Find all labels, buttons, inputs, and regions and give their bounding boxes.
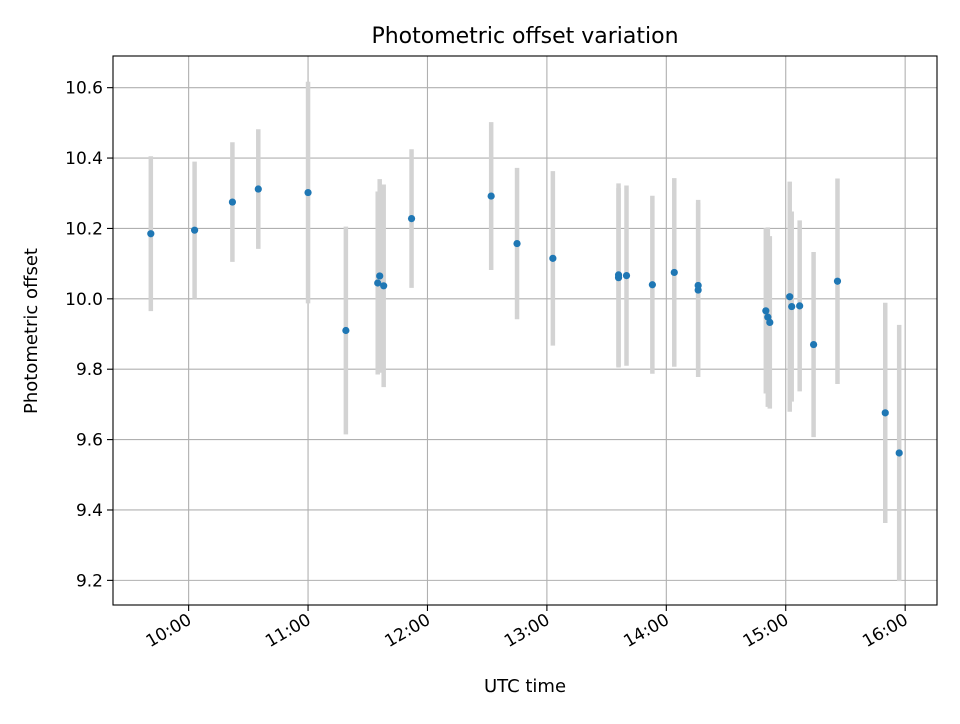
x-tick-label: 12:00	[382, 610, 434, 652]
data-point	[614, 274, 623, 282]
data-point	[833, 277, 842, 285]
data-point	[374, 279, 382, 287]
data-point	[513, 239, 521, 248]
axes-frame	[112, 55, 938, 606]
x-tick-label: 15:00	[740, 610, 792, 652]
data-point	[487, 192, 495, 200]
data-point	[762, 307, 770, 315]
y-axis-ticks: 9.2 9.4 9.6 9.8 10.0 10.2 10.4 10.6	[65, 79, 113, 591]
y-tick-label: 10.6	[65, 79, 103, 99]
x-tick-label: 14:00	[620, 610, 672, 652]
error-bars	[148, 81, 902, 582]
x-tick-label: 16:00	[859, 610, 911, 652]
y-tick-label: 9.4	[76, 501, 103, 521]
data-point	[304, 188, 312, 197]
data-point	[670, 268, 678, 277]
data-points	[147, 185, 903, 457]
data-point	[228, 198, 237, 206]
data-point	[191, 226, 199, 234]
data-point	[376, 272, 384, 280]
data-point	[694, 286, 702, 294]
data-point	[809, 340, 818, 349]
data-point	[788, 302, 796, 311]
data-point	[796, 302, 804, 310]
data-point	[342, 326, 350, 335]
data-point	[380, 282, 388, 290]
x-axis-ticks: 10:00 11:00 12:00 13:00 14:00 15:00 16:00	[143, 605, 912, 652]
data-point	[147, 230, 155, 238]
data-point	[549, 254, 557, 262]
data-point	[254, 185, 262, 193]
x-tick-label: 10:00	[143, 610, 195, 652]
y-tick-label: 10.0	[65, 290, 103, 310]
y-tick-label: 10.4	[65, 149, 103, 169]
chart-title: Photometric offset variation	[371, 24, 678, 49]
y-axis-label: Photometric offset	[21, 248, 42, 414]
data-point	[648, 281, 656, 289]
y-tick-label: 9.2	[76, 571, 103, 591]
y-tick-label: 9.8	[76, 360, 103, 380]
y-tick-label: 10.2	[65, 219, 103, 239]
data-point	[786, 293, 794, 301]
data-point	[407, 214, 416, 223]
y-tick-label: 9.6	[76, 431, 103, 451]
data-point	[881, 409, 889, 417]
x-tick-label: 11:00	[262, 610, 314, 652]
data-point	[895, 449, 903, 457]
x-axis-label: UTC time	[484, 676, 566, 697]
x-tick-label: 13:00	[501, 610, 553, 652]
data-point	[622, 272, 631, 280]
data-point	[766, 318, 774, 327]
